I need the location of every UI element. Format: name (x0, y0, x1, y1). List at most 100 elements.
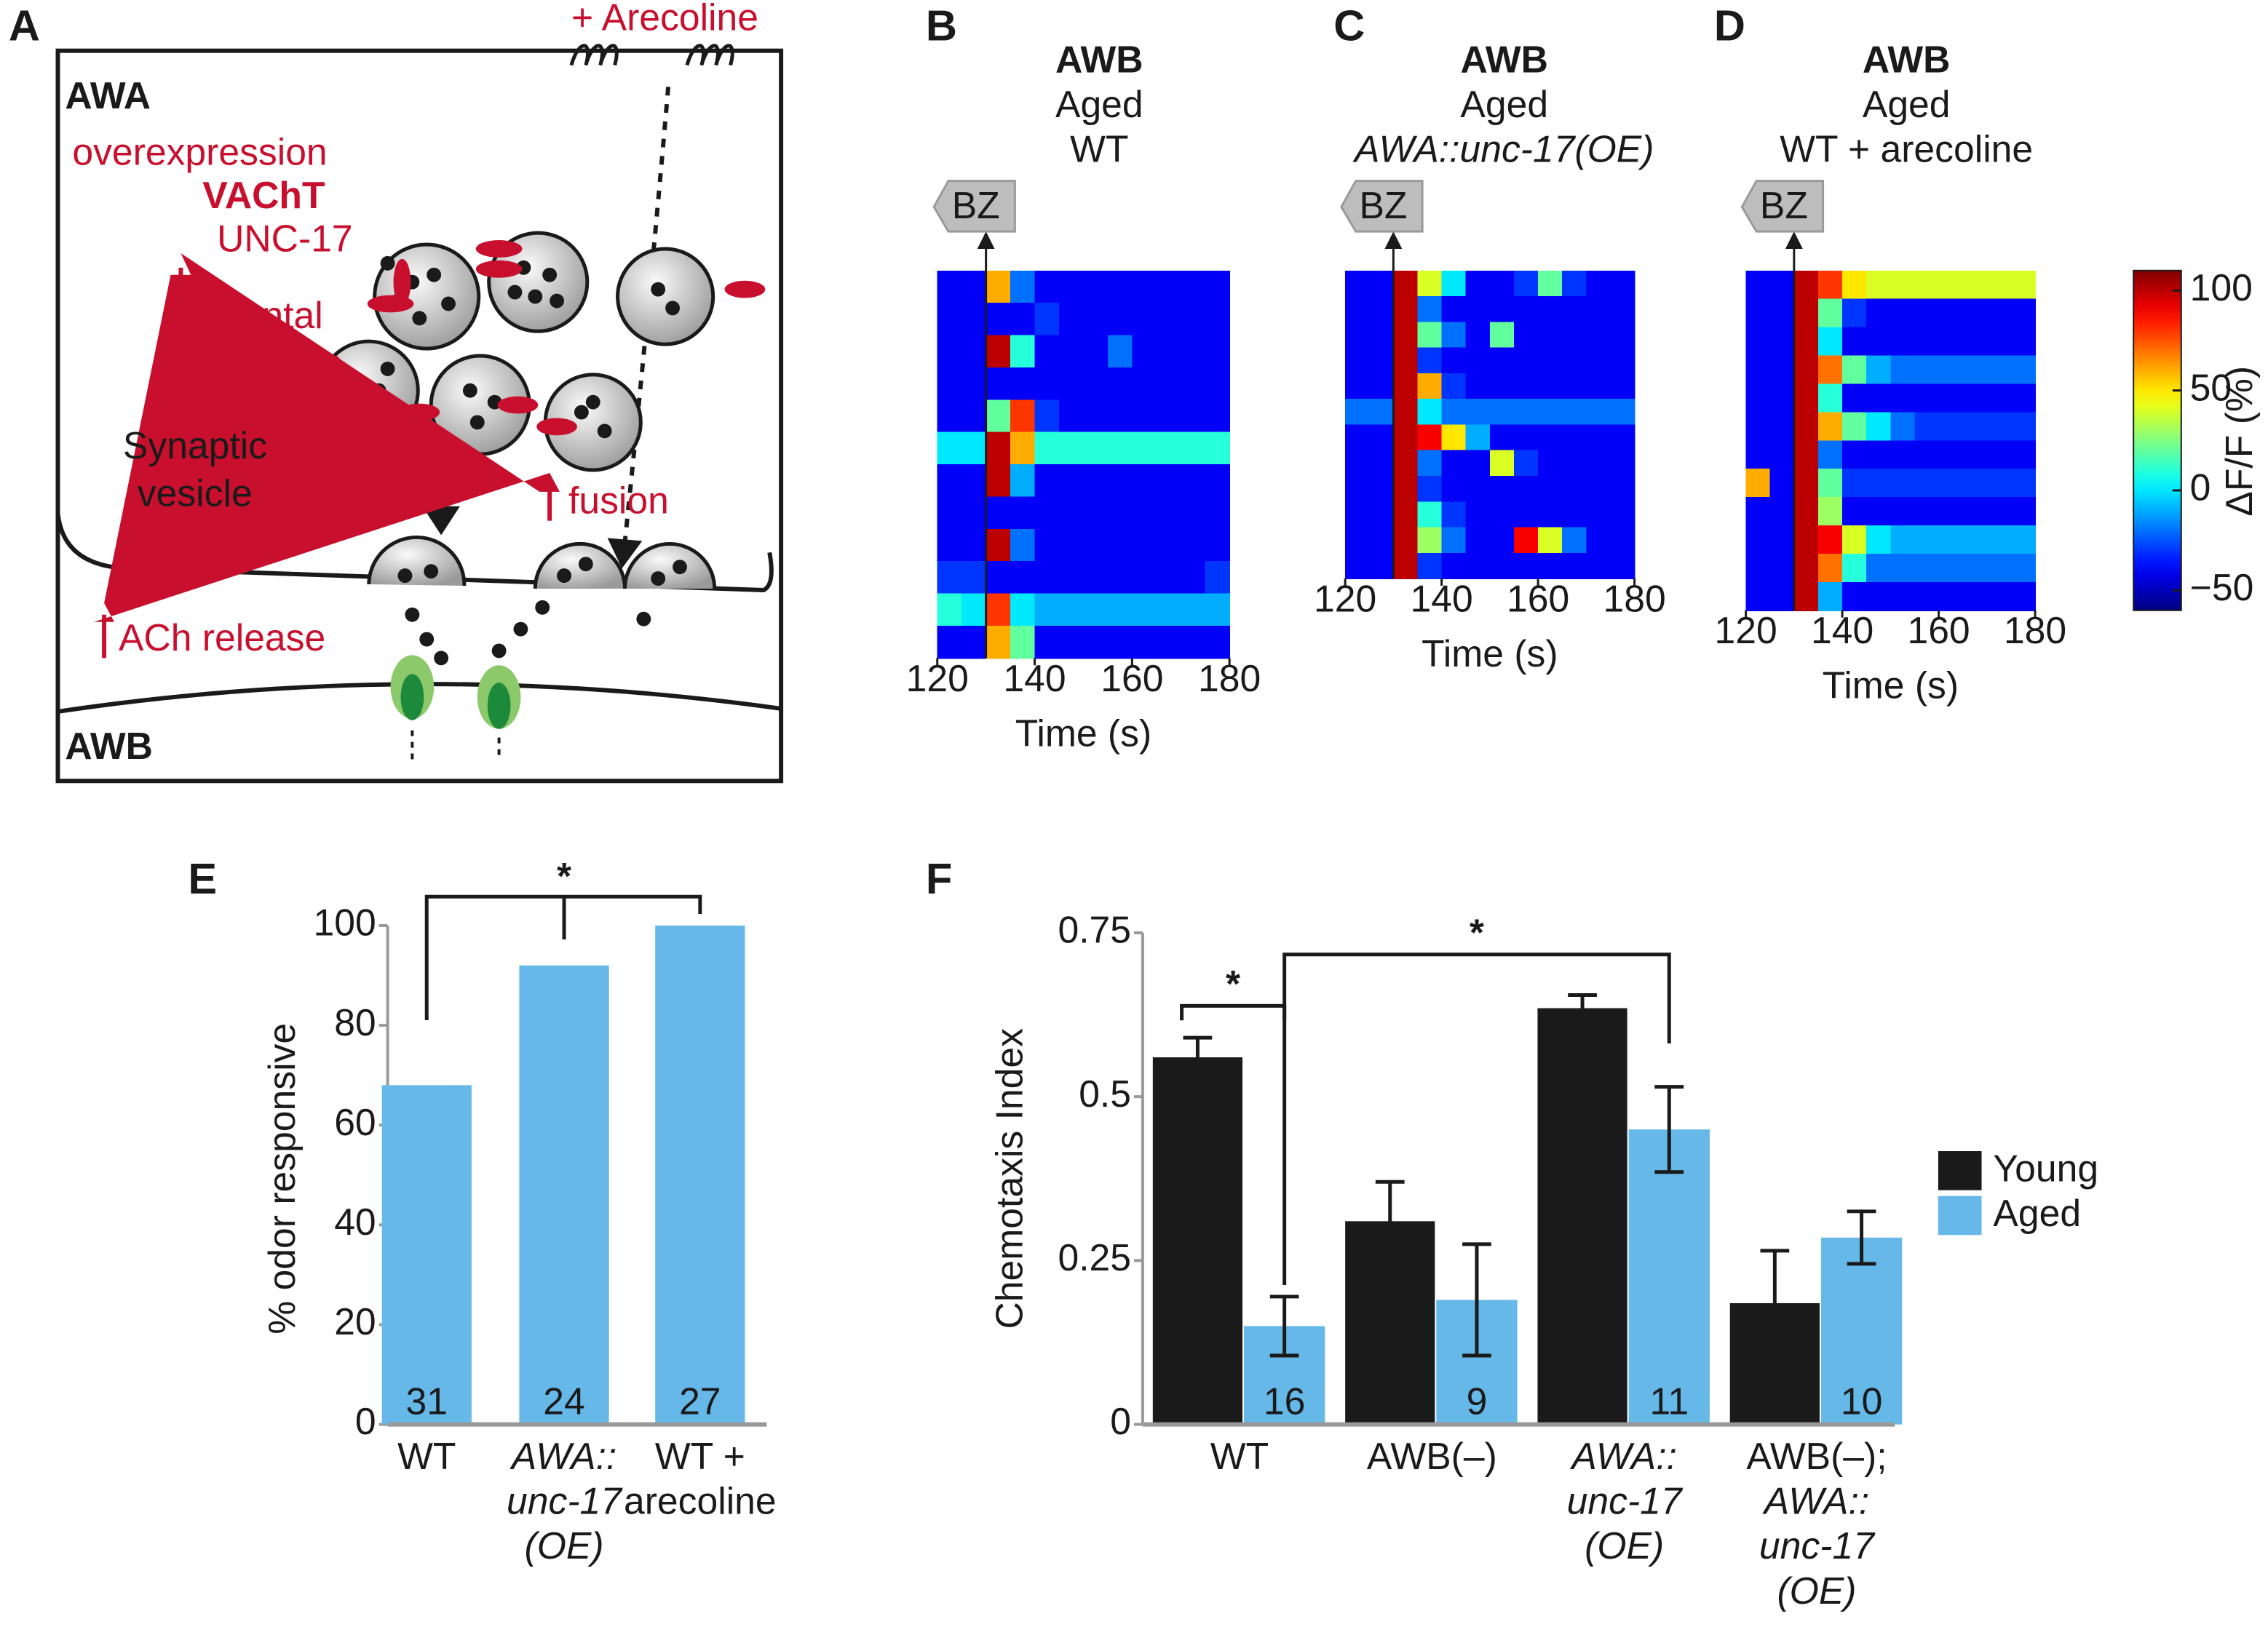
heatmap-cell (986, 431, 1012, 466)
heatmap-cell (1489, 270, 1515, 298)
heatmap-cell (1465, 475, 1491, 503)
heatmap-cell (1769, 355, 1795, 385)
signal (411, 730, 501, 760)
heatmap-cell (1441, 347, 1467, 374)
legend-label: Young (1993, 1147, 2098, 1189)
x-tick-label: 180 (1603, 578, 1665, 620)
heatmap-cell (1205, 464, 1231, 498)
x-tick-label: arecoline (624, 1480, 777, 1522)
heatmap-cell (1489, 347, 1515, 374)
compartment-label: AWA (65, 74, 151, 116)
heatmap-cell (1986, 497, 2012, 527)
heatmap-cell (1441, 296, 1467, 323)
heatmap-cell (1769, 469, 1795, 498)
heatmap-cell (2010, 553, 2037, 583)
heatmap-cell (1842, 440, 1868, 470)
x-axis-label: Time (s) (1823, 664, 1959, 707)
heatmap-cell (937, 496, 963, 530)
heatmap-cell (1132, 561, 1157, 594)
heatmap-cell (1107, 496, 1133, 530)
heatmap-cell (1866, 553, 1892, 583)
heatmap-cell (1866, 440, 1892, 470)
heatmap-cell (1107, 367, 1133, 401)
heatmap-cell (1181, 367, 1206, 401)
heatmap-cell (986, 561, 1012, 594)
heatmap-cell (1369, 296, 1395, 323)
heatmap-cell (1586, 527, 1611, 554)
heatmap-cell (1842, 581, 1868, 611)
heatmap-cell (1156, 303, 1182, 336)
heatmap-cell (1083, 303, 1109, 336)
heatmap-cell (1181, 593, 1206, 626)
heatmap-cell (1393, 424, 1419, 451)
heatmap-cell (986, 367, 1012, 401)
heatmap-cell (1181, 496, 1206, 530)
heatmap-cell (1107, 399, 1133, 433)
heatmap-cell (1465, 270, 1491, 298)
panel-letter: B (926, 1, 957, 50)
heatmap-cell (1034, 496, 1060, 530)
heatmap-cell (1962, 525, 1988, 554)
panel-title: Aged (1863, 83, 1951, 125)
heatmap-cell (1489, 475, 1515, 503)
x-tick-label: WT + (655, 1435, 745, 1477)
heatmap-cell (1817, 412, 1844, 442)
heatmap-cell (1914, 298, 1940, 328)
y-tick-label: 100 (313, 902, 376, 944)
heatmap-cell (1205, 270, 1231, 304)
x-tick-label: 180 (2004, 609, 2066, 651)
heatmap-cell (1205, 625, 1231, 659)
colorbar-tick-label: −50 (2190, 566, 2254, 608)
drug-label: + Arecoline (571, 0, 758, 39)
error-bar (1183, 1035, 1213, 1079)
heatmap-cell (1745, 525, 1771, 554)
quantal-label: quantal (199, 294, 322, 336)
heatmap-cell (1586, 501, 1611, 528)
heatmap-cell (1914, 469, 1940, 498)
heatmap-cell (1156, 270, 1182, 304)
heatmap-cell (1745, 497, 1771, 527)
heatmap-cell (2010, 298, 2037, 328)
heatmap-cell (1842, 553, 1868, 583)
heatmap-cell (1538, 501, 1563, 528)
heatmap-cell (1938, 581, 1964, 611)
heatmap-cell (1745, 270, 1771, 300)
x-tick-label: 120 (1715, 609, 1777, 651)
x-tick-label: (OE) (525, 1524, 604, 1567)
heatmap-cell (1417, 475, 1443, 503)
heatmap-cell (1417, 552, 1443, 580)
heatmap-cell (1156, 625, 1182, 659)
heatmap-cell (1793, 469, 1819, 498)
error-bar (1847, 1209, 1876, 1266)
heatmap-cell (937, 625, 963, 659)
heatmap-cell (1489, 527, 1515, 554)
stimulus-box (1740, 180, 1825, 233)
heatmap-cell (1986, 469, 2012, 498)
heatmap-cell (1962, 581, 1988, 611)
panel-letter: E (188, 854, 217, 903)
bar (1537, 1008, 1627, 1425)
heatmap-cell (1962, 440, 1988, 470)
arrowhead (607, 538, 643, 569)
heatmap-cell (1083, 593, 1109, 626)
heatmap-cell (1393, 347, 1419, 374)
heatmap-cell (1890, 525, 1916, 554)
heatmap-cell (1156, 593, 1182, 626)
heatmap-cell (1769, 327, 1795, 357)
heatmap-cell (1083, 399, 1109, 433)
heatmap-cell (1513, 347, 1539, 374)
heatmap-cell (1058, 528, 1085, 562)
heatmap-cell (1489, 450, 1515, 477)
heatmap-cell (1489, 501, 1515, 528)
heatmap-cell (1417, 399, 1443, 426)
heatmap-cell (961, 528, 987, 562)
arrowhead (1785, 231, 1803, 249)
heatmap-cell (1034, 335, 1060, 368)
heatmap-cell (1610, 399, 1635, 426)
heatmap-cell (937, 270, 963, 304)
heatmap-cell (1938, 469, 1964, 498)
heatmap-cell (1010, 431, 1036, 466)
heatmap-cell (1010, 593, 1036, 626)
error-bar (1269, 1294, 1299, 1358)
heatmap-cell (1610, 347, 1635, 374)
